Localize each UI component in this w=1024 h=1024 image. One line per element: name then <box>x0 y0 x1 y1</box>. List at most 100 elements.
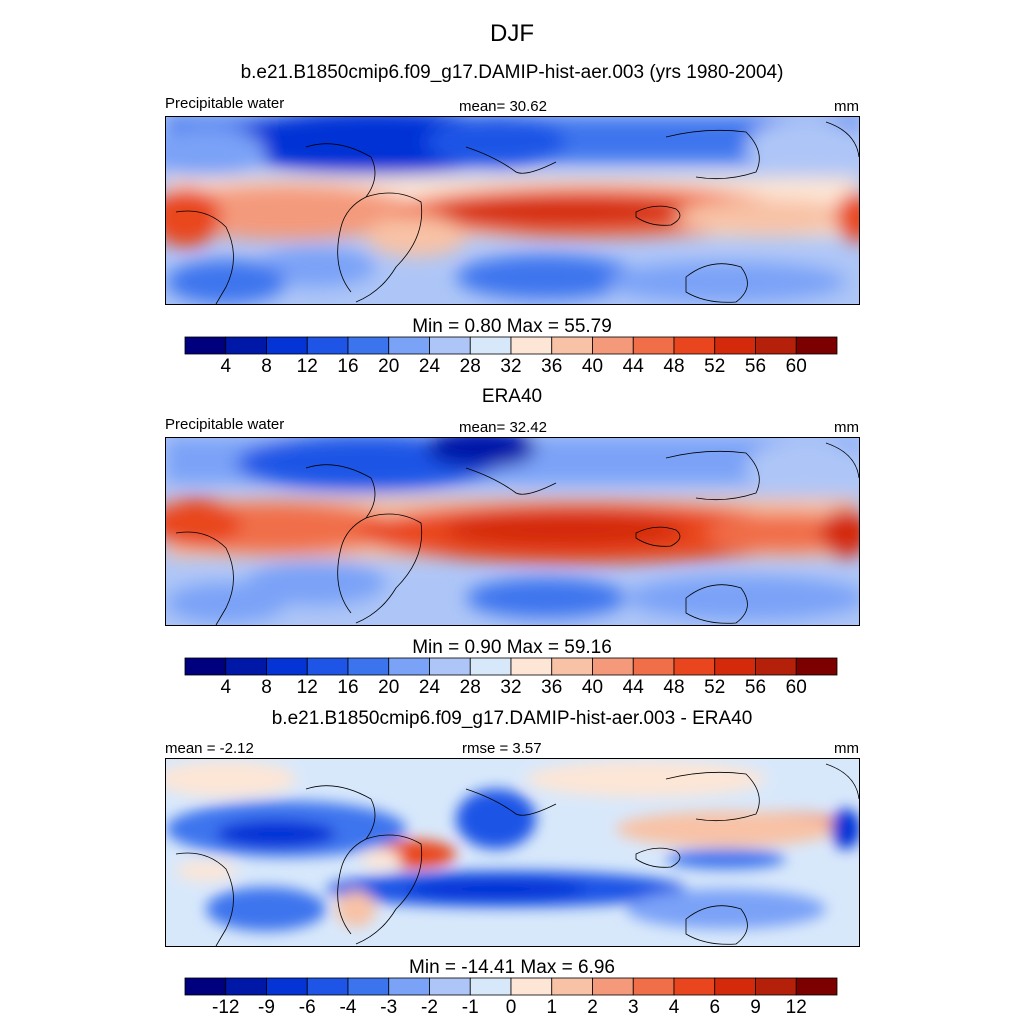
colorbar-box <box>347 977 390 996</box>
colorbar-box <box>673 336 716 355</box>
colorbar-tick-label: 52 <box>704 356 725 377</box>
colorbar-tick-label: 2 <box>587 997 598 1018</box>
panel-units-diff: mm <box>834 740 859 757</box>
colorbar-tick-label: 24 <box>419 356 441 377</box>
colorbar-tick-label: 4 <box>220 356 231 377</box>
colorbar-tick-label: -2 <box>421 997 438 1018</box>
colorbar-tick-label: 8 <box>261 677 272 698</box>
contour-field-model <box>166 117 859 304</box>
colorbar-box <box>266 336 308 355</box>
panel-units-obs: mm <box>834 419 859 436</box>
colorbar-tick-label: 40 <box>582 356 603 377</box>
map-diff <box>165 758 860 947</box>
colorbar-box <box>714 977 756 996</box>
colorbar-box <box>184 657 227 676</box>
panel-units-model: mm <box>834 98 859 115</box>
colorbar-tick-label: 28 <box>460 356 481 377</box>
colorbar-box <box>306 977 349 996</box>
colorbar-box <box>551 977 593 996</box>
colorbar-box <box>306 336 349 355</box>
colorbar-tick-label: 20 <box>378 356 399 377</box>
colorbar-box <box>184 977 227 996</box>
map-model <box>165 116 860 305</box>
colorbar-tick-label: -12 <box>212 997 239 1018</box>
colorbar-tick-label: -6 <box>299 997 316 1018</box>
colorbar-tick-label: -4 <box>340 997 357 1018</box>
colorbar-box <box>673 977 716 996</box>
colorbar-tick-label: 28 <box>460 677 481 698</box>
colorbar-box <box>755 657 797 676</box>
panel-title-diff: b.e21.B1850cmip6.f09_g17.DAMIP-hist-aer.… <box>271 708 753 729</box>
colorbar-box <box>510 977 553 996</box>
colorbar-tick-label: 40 <box>582 677 603 698</box>
colorbar-tick-label: -3 <box>380 997 397 1018</box>
colorbar-tick-label: 56 <box>745 677 766 698</box>
map-obs <box>165 437 860 626</box>
colorbar-tick-label: 36 <box>541 356 562 377</box>
colorbar-box <box>347 336 390 355</box>
colorbar-box <box>388 336 430 355</box>
colorbar-box <box>388 657 430 676</box>
colorbar-box <box>184 336 227 355</box>
panel-rmse-diff: rmse = 3.57 <box>462 740 542 757</box>
colorbar-tick-label: 48 <box>663 356 684 377</box>
colorbar-tick-label: 12 <box>297 677 318 698</box>
colorbar-tick-label: -9 <box>258 997 275 1018</box>
colorbar-box <box>551 657 593 676</box>
colorbar-tick-label: 60 <box>786 677 807 698</box>
colorbar-model: 4 8 12 16 20 24 28 32 36 40 44 48 52 56 60 <box>184 336 838 377</box>
colorbar-tick-label: 60 <box>786 356 807 377</box>
colorbar-box <box>632 336 675 355</box>
colorbar-tick-label: 4 <box>220 677 231 698</box>
colorbar-box <box>795 657 838 676</box>
colorbar-tick-label: 4 <box>669 997 680 1018</box>
colorbar-box <box>673 657 716 676</box>
colorbar-box <box>714 336 756 355</box>
panel-mean-model: mean= 30.62 <box>459 98 547 115</box>
colorbar-tick-label: 36 <box>541 677 562 698</box>
colorbar-box <box>429 977 471 996</box>
colorbar-tick-label: 16 <box>337 677 358 698</box>
colorbar-box <box>632 977 675 996</box>
colorbar-tick-label: 20 <box>378 677 399 698</box>
colorbar-box <box>632 657 675 676</box>
colorbar-diff: -12 -9 -6 -4 -3 -2 -1 0 1 2 3 4 6 9 12 <box>184 977 838 1018</box>
colorbar-tick-label: -1 <box>462 997 479 1018</box>
colorbar-box <box>592 657 634 676</box>
colorbar-tick-label: 3 <box>628 997 639 1018</box>
panel-mean-obs: mean= 32.42 <box>459 419 547 436</box>
colorbar-box <box>714 657 756 676</box>
colorbar-tick-label: 9 <box>750 997 761 1018</box>
colorbar-box <box>469 977 512 996</box>
colorbar-box <box>592 336 634 355</box>
colorbar-box <box>266 657 308 676</box>
colorbar-box <box>592 977 634 996</box>
colorbar-tick-label: 32 <box>500 356 521 377</box>
minmax-model: Min = 0.80 Max = 55.79 <box>412 316 612 337</box>
panel-title-model: b.e21.B1850cmip6.f09_g17.DAMIP-hist-aer.… <box>240 62 784 83</box>
colorbar-box <box>469 336 512 355</box>
colorbar-tick-label: 32 <box>500 677 521 698</box>
figure-title: DJF <box>490 20 534 47</box>
colorbar-box <box>429 657 471 676</box>
contour-field-diff <box>166 759 859 946</box>
colorbar-tick-label: 0 <box>506 997 517 1018</box>
colorbar-box <box>510 336 553 355</box>
colorbar-tick-label: 44 <box>623 677 645 698</box>
panel-left-label-obs: Precipitable water <box>165 416 285 433</box>
minmax-obs: Min = 0.90 Max = 59.16 <box>412 637 612 658</box>
colorbar-box <box>510 657 553 676</box>
colorbar-box <box>469 657 512 676</box>
colorbar-tick-label: 12 <box>786 997 807 1018</box>
panel-title-obs: ERA40 <box>481 386 543 407</box>
colorbar-tick-label: 52 <box>704 677 725 698</box>
colorbar-box <box>347 657 390 676</box>
colorbar-box <box>755 336 797 355</box>
colorbar-box <box>551 336 593 355</box>
colorbar-box <box>755 977 797 996</box>
colorbar-tick-label: 56 <box>745 356 766 377</box>
colorbar-box <box>429 336 471 355</box>
colorbar-tick-label: 48 <box>663 677 684 698</box>
colorbar-box <box>388 977 430 996</box>
colorbar-tick-label: 24 <box>419 677 441 698</box>
